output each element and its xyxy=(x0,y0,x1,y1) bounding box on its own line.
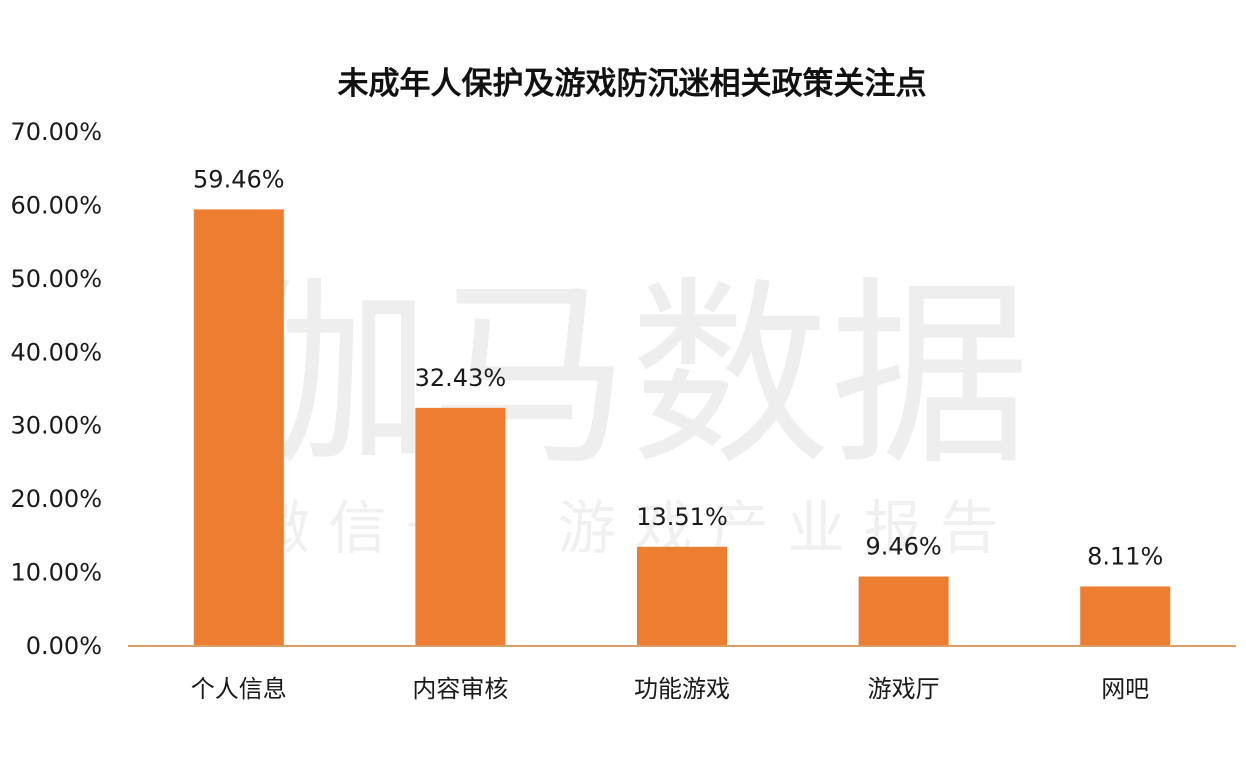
y-tick-label: 30.00% xyxy=(10,412,102,440)
bar xyxy=(637,546,727,646)
y-tick-label: 40.00% xyxy=(10,338,102,366)
data-label: 13.51% xyxy=(636,503,728,531)
data-label: 59.46% xyxy=(193,165,285,193)
watermark-main: 伽马数据 xyxy=(230,260,1030,493)
y-tick-label: 50.00% xyxy=(10,265,102,293)
chart-title: 未成年人保护及游戏防沉迷相关政策关注点 xyxy=(338,66,927,102)
watermark: 伽马数据 微 信 号 ： 游 戏 产 业 报 告 xyxy=(230,260,1030,562)
y-tick-label: 0.00% xyxy=(26,632,102,660)
bar xyxy=(415,407,506,646)
y-axis-ticks: 0.00% 10.00% 20.00% 30.00% 40.00% 50.00% 60.00… xyxy=(10,118,102,660)
y-tick-label: 20.00% xyxy=(10,485,102,513)
y-tick-label: 70.00% xyxy=(10,118,102,146)
x-tick-label: 个人信息 xyxy=(191,675,287,703)
x-axis-ticks: 个人信息 内容审核 功能游戏 游戏厅 网吧 xyxy=(191,675,1149,703)
bars xyxy=(193,209,1171,646)
x-tick-label: 游戏厅 xyxy=(868,675,940,703)
x-tick-label: 网吧 xyxy=(1101,675,1149,703)
y-tick-label: 60.00% xyxy=(10,191,102,219)
bar xyxy=(858,576,949,646)
data-label: 8.11% xyxy=(1087,542,1163,570)
x-tick-label: 功能游戏 xyxy=(634,675,730,703)
data-label: 32.43% xyxy=(415,364,507,392)
x-tick-label: 内容审核 xyxy=(412,675,508,703)
data-labels: 59.46% 32.43% 13.51% 9.46% 8.11% xyxy=(193,165,1163,570)
data-label: 9.46% xyxy=(865,533,941,561)
watermark-sub: 微 信 号 ： 游 戏 产 业 报 告 xyxy=(252,494,998,562)
y-tick-label: 10.00% xyxy=(10,559,102,587)
bar xyxy=(1080,586,1171,646)
bar xyxy=(193,209,284,646)
